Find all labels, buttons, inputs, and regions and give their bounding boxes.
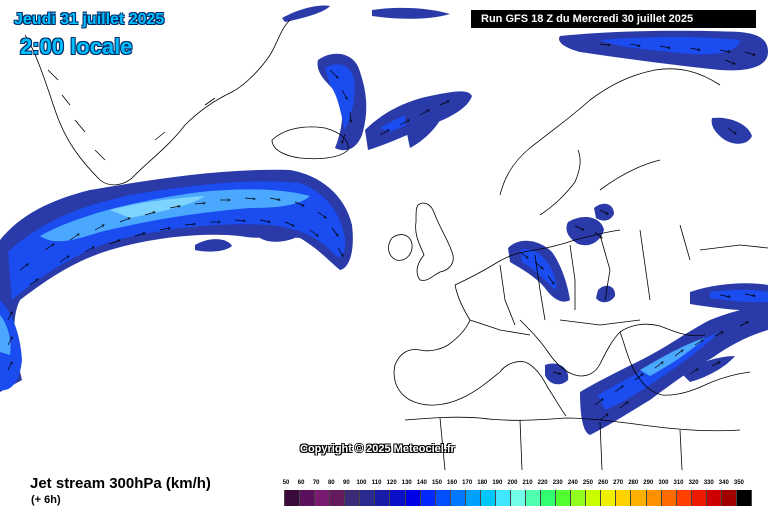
legend-label: 270 [613,480,624,486]
legend-label: 250 [582,480,593,486]
legend-label: 80 [327,480,335,486]
legend-swatch [300,490,316,506]
forecast-date: Jeudi 31 juillet 2025 [14,11,165,28]
legend-swatch [495,490,511,506]
copyright-notice: Copyright © 2025 Meteociel.fr [300,443,455,455]
legend-label: 120 [386,480,397,486]
legend-label: 70 [312,480,320,486]
legend-swatch [661,490,677,506]
legend-swatch [616,490,632,506]
legend-swatch [631,490,647,506]
legend-label: 140 [416,480,427,486]
legend-swatch [676,490,692,506]
legend-label: 150 [431,480,442,486]
forecast-local-time: 2:00 locale [20,34,133,59]
legend-label: 170 [462,480,473,486]
greenland-coast [24,19,291,186]
legend-swatch [601,490,617,506]
legend-label: 240 [567,480,578,486]
west-lobe [0,300,22,391]
legend-swatch [390,490,406,506]
wind-arrows [7,44,755,421]
africa-coast [404,416,741,470]
legend-label: 310 [673,480,684,486]
country-borders [469,224,768,336]
iceland-coast [271,126,349,160]
legend-label: 320 [688,480,699,486]
legend-swatch [691,490,707,506]
legend-swatch [405,490,421,506]
legend-label: 200 [507,480,518,486]
legend-swatch [465,490,481,506]
legend-labels: 50 60 70 80 90 100 110 120 130 140 150 160 170 180 190… [283,479,752,489]
legend-swatch [375,490,391,506]
legend-label: 100 [356,480,367,486]
legend-label: 280 [628,480,639,486]
legend-swatch [586,490,602,506]
legend-swatch [646,490,662,506]
coastlines [24,19,768,470]
legend-swatch [571,490,587,506]
britain-coast [415,202,454,281]
legend-swatch [706,490,722,506]
legend-label: 350 [733,480,744,486]
forecast-step: (+ 6h) [31,494,61,506]
legend-label: 330 [703,480,714,486]
legend-swatch [345,490,361,506]
legend-label: 300 [658,480,669,486]
continent-coast [393,229,751,417]
legend-label: 160 [447,480,458,486]
legend-swatch [315,490,331,506]
legend-label: 340 [718,480,729,486]
legend-label: 260 [598,480,609,486]
legend-swatch [284,490,301,506]
jet-stream-map [0,5,768,470]
legend-swatch [480,490,496,506]
model-run-banner: Run GFS 18 Z du Mercredi 30 juillet 2025 [471,10,756,28]
legend-swatch [541,490,557,506]
legend-label: 60 [297,480,305,486]
legend-label: 190 [492,480,503,486]
baltic-blob [566,216,604,246]
ireland-coast [388,234,413,261]
legend-swatch [330,490,346,506]
legend-swatch [736,490,752,506]
legend-label: 180 [477,480,488,486]
scandinavia-coast [499,68,721,216]
legend-swatch [526,490,542,506]
legend-swatch [420,490,436,506]
legend-swatch [510,490,526,506]
legend-label: 220 [537,480,548,486]
legend-swatch [435,490,451,506]
atlantic-jet-mid [8,181,346,300]
legend-color-bar [284,490,752,506]
legend-swatch [556,490,572,506]
legend-swatch [450,490,466,506]
color-scale-legend: 50 60 70 80 90 100 110 120 130 140 150 160 170 180 190… [283,479,752,509]
legend-label: 130 [401,480,412,486]
atlantic-jet-core-2 [110,196,205,218]
atlantic-jet-core [40,189,310,242]
legend-label: 110 [371,480,382,486]
legend-label: 290 [643,480,654,486]
legend-label: 230 [552,480,563,486]
legend-swatch [360,490,376,506]
legend-label: 50 [282,480,290,486]
legend-swatch [721,490,737,506]
legend-label: 90 [343,480,350,486]
legend-label: 210 [522,480,533,486]
parameter-title: Jet stream 300hPa (km/h) [30,475,211,492]
greenland-top-stream [282,5,330,22]
blob-mid [195,239,232,252]
wind-speed-shading [0,5,768,435]
